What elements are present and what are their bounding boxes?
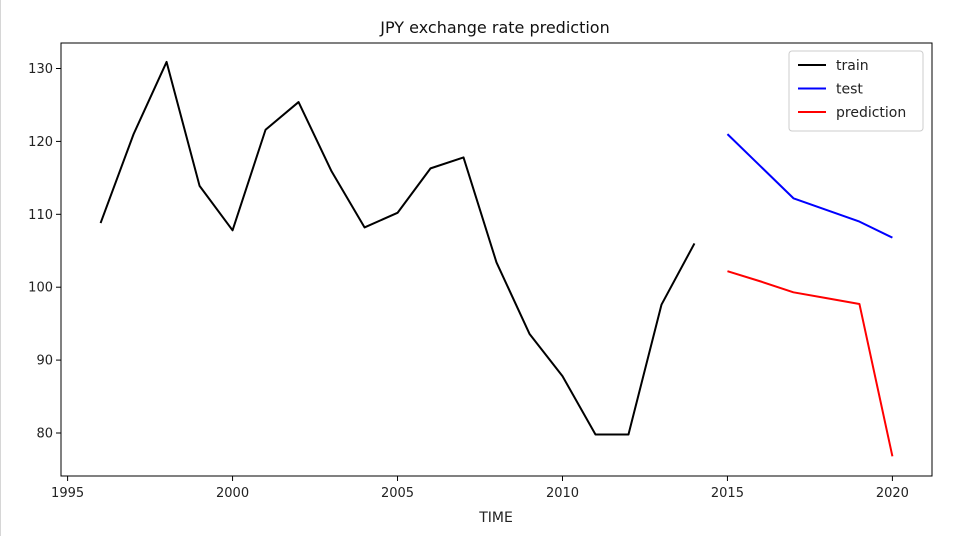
legend-label-train: train: [836, 58, 869, 74]
x-axis-title: TIME: [478, 510, 513, 526]
series-line-test: [726, 133, 893, 239]
x-tick-label: 2015: [711, 486, 744, 501]
chart-title: JPY exchange rate prediction: [379, 18, 609, 37]
y-axis: 80 90 100 110 120 130: [28, 62, 61, 441]
y-tick-label: 130: [28, 62, 53, 77]
y-tick-label: 120: [28, 135, 53, 150]
plot-area-frame: [60, 42, 933, 477]
x-tick-label: 2000: [216, 486, 249, 501]
y-tick-label: 100: [28, 281, 53, 296]
x-tick-label: 2020: [876, 486, 909, 501]
y-tick-label: 90: [36, 354, 53, 369]
legend: train test prediction: [788, 50, 924, 132]
series-line-train: [99, 60, 696, 436]
page-left-border: [0, 0, 1, 536]
series-line-prediction: [727, 270, 894, 457]
x-tick-label: 2010: [546, 486, 579, 501]
x-axis: 1995 2000 2005 2010 2015 2020: [51, 476, 909, 501]
x-tick-label: 2005: [381, 486, 414, 501]
legend-label-test: test: [836, 82, 863, 98]
y-tick-label: 80: [36, 426, 53, 441]
legend-label-prediction: prediction: [836, 105, 906, 121]
x-tick-label: 1995: [51, 486, 84, 501]
y-tick-label: 110: [28, 208, 53, 223]
